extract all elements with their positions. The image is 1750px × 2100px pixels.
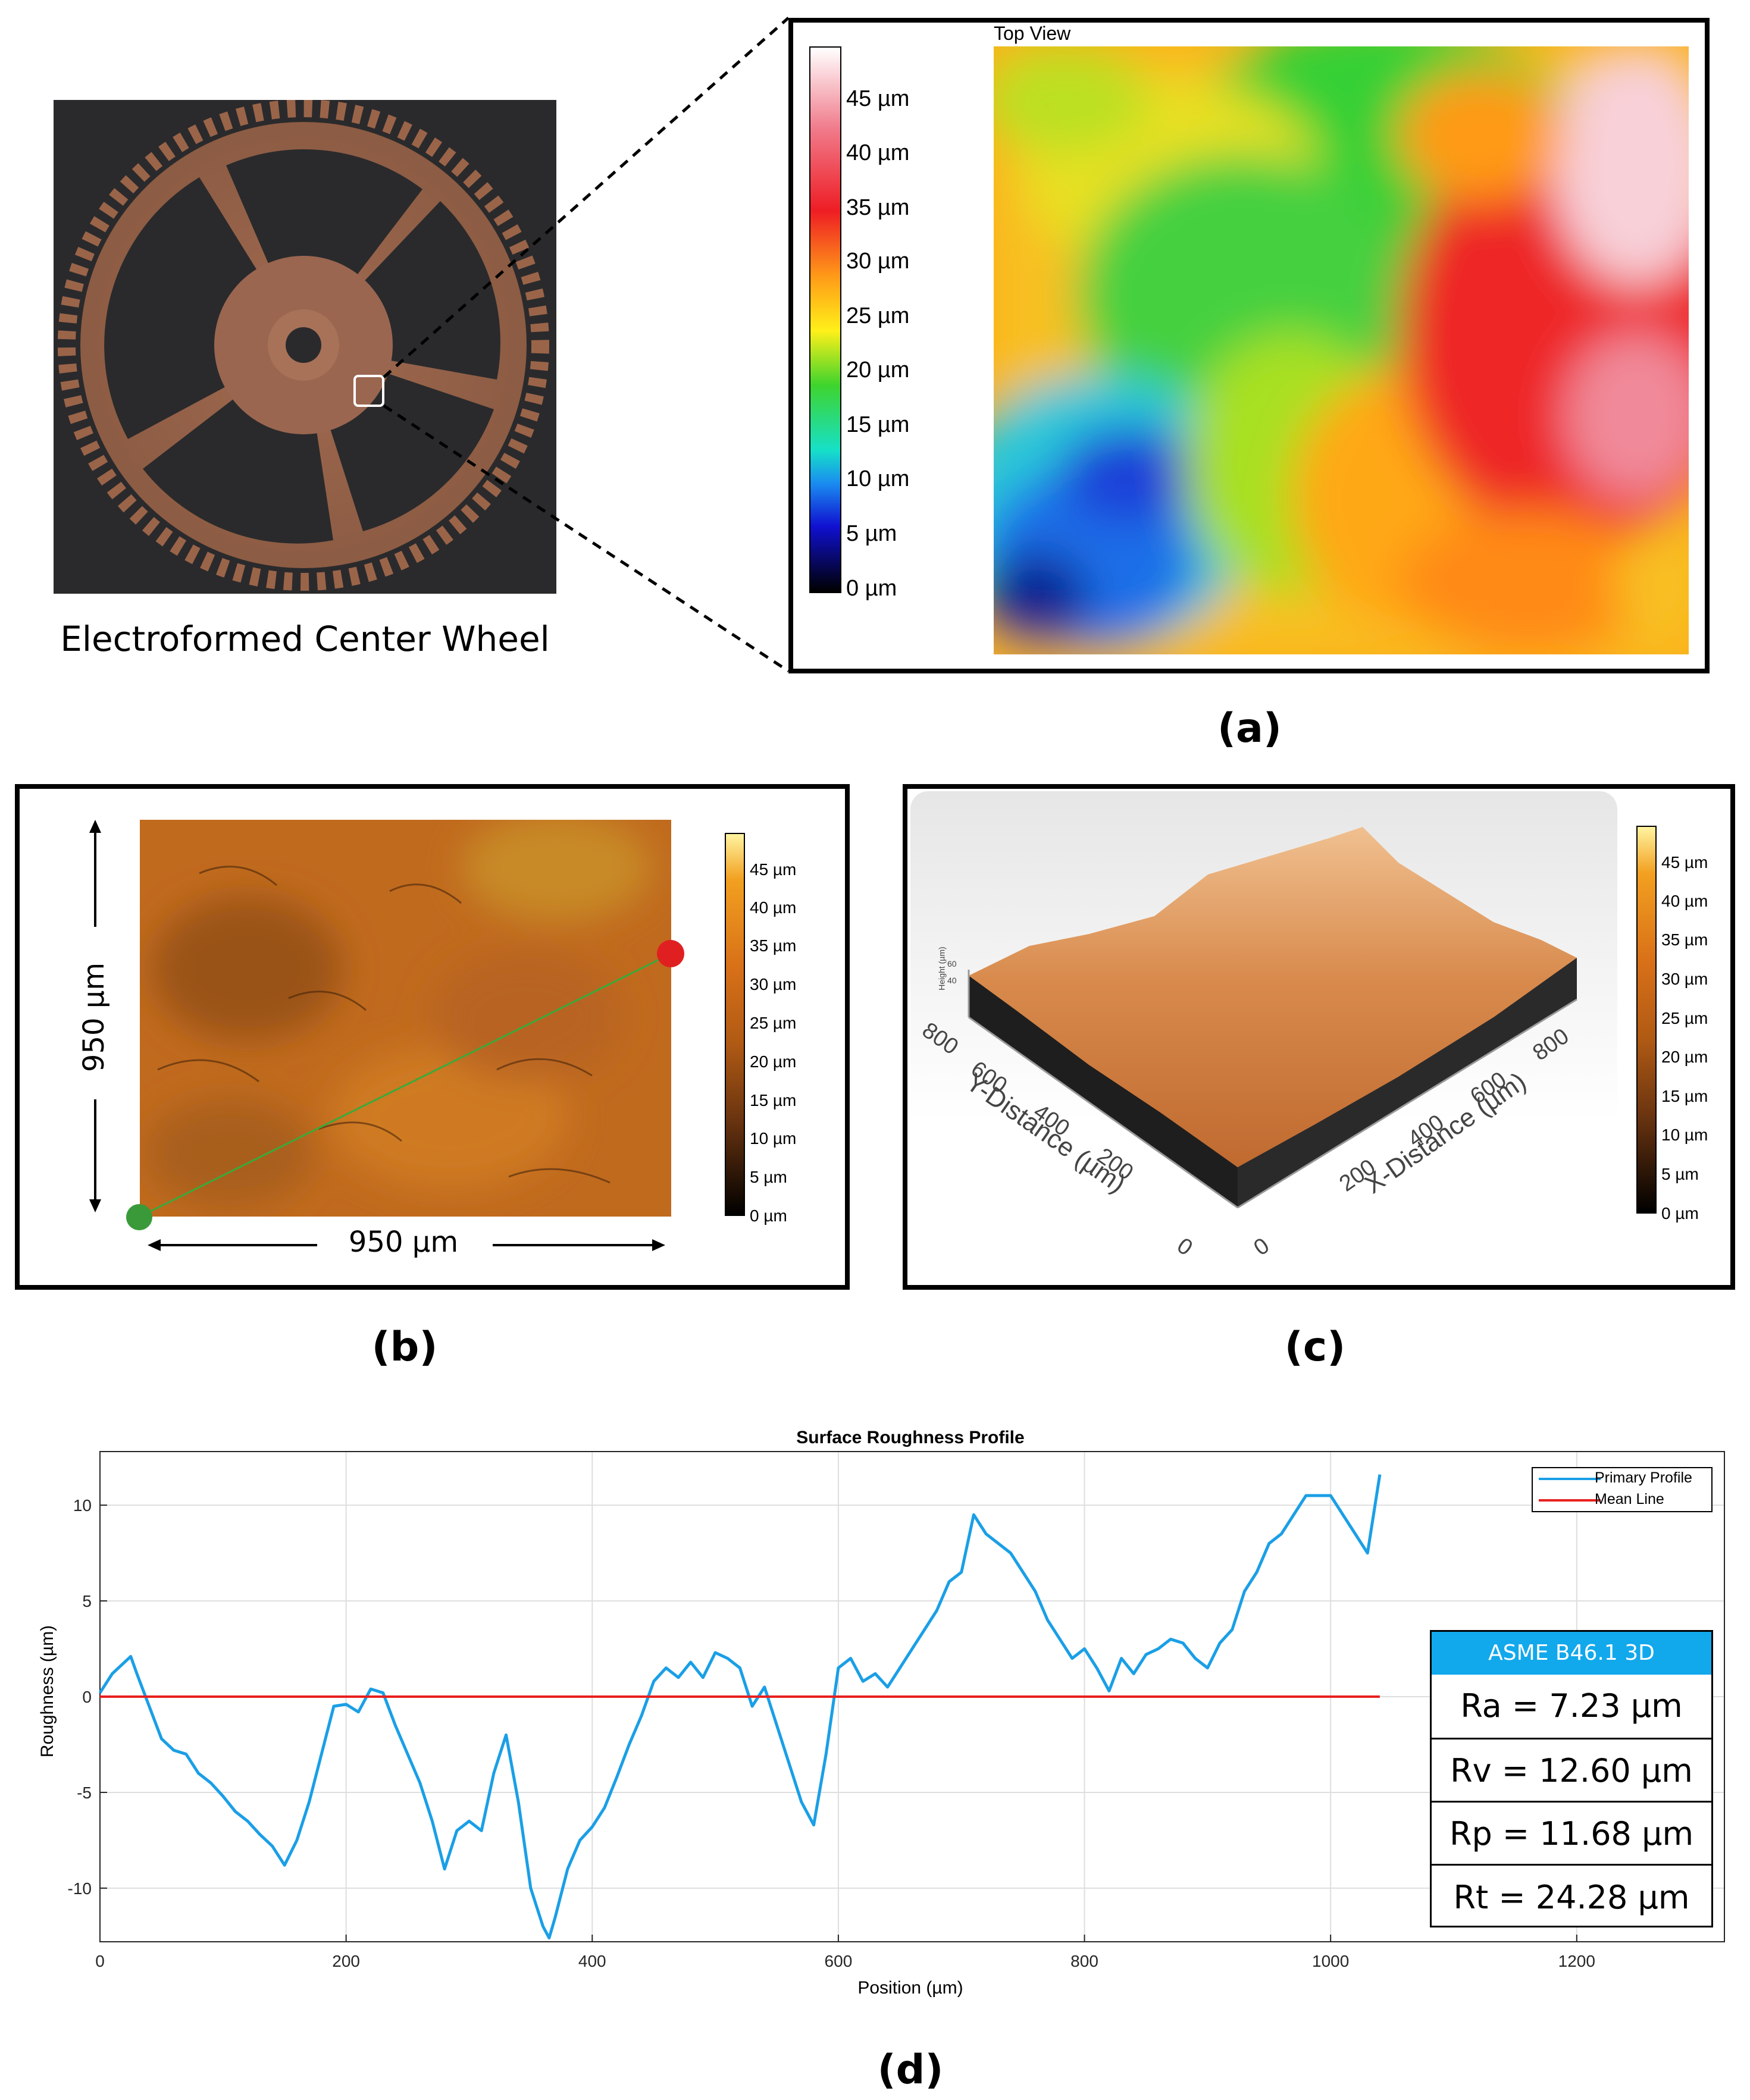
colorbar-tick: 25 µm bbox=[1661, 1009, 1708, 1027]
colorbar-tick: 30 µm bbox=[750, 975, 797, 993]
colorbar-tick: 5 µm bbox=[846, 521, 897, 546]
colorbar-tick: 15 µm bbox=[1661, 1087, 1708, 1105]
top-view-heatmap bbox=[946, 17, 1750, 654]
colorbar-tick: 10 µm bbox=[846, 466, 910, 491]
gear-teeth bbox=[58, 99, 549, 591]
chart-title: Surface Roughness Profile bbox=[796, 1428, 1025, 1447]
colorbar-tick: 35 µm bbox=[846, 195, 910, 220]
colorbar-tick: 20 µm bbox=[846, 358, 910, 383]
profile-line bbox=[139, 952, 672, 1218]
colorbar-tick: 0 µm bbox=[846, 576, 897, 601]
surface-image bbox=[139, 814, 672, 1218]
colorbar-tick: 25 µm bbox=[750, 1014, 797, 1032]
y-tick-label: 5 bbox=[82, 1592, 92, 1610]
vertical-dimension-arrow bbox=[89, 820, 101, 1212]
metrics-header: ASME B46.1 3D bbox=[1432, 1632, 1711, 1675]
surface-top bbox=[969, 827, 1577, 1167]
colorbar-c-ticks: 45 µm 40 µm 35 µm 30 µm 25 µm 20 µm 15 µ… bbox=[1657, 826, 1734, 1223]
colorbar-a-ticks: 45 µm 40 µm 35 µm 30 µm 25 µm 20 µm 15 µ… bbox=[841, 46, 960, 601]
y-tick-label: 10 bbox=[73, 1496, 92, 1515]
chart-ylabel: Roughness (µm) bbox=[37, 1625, 57, 1758]
chart-xlabel: Position (µm) bbox=[857, 1978, 963, 1998]
colorbar-a bbox=[809, 46, 841, 593]
x-tick-label: 1200 bbox=[1558, 1952, 1595, 1970]
top-view-title: Top View bbox=[994, 23, 1071, 44]
surface-cracks bbox=[157, 866, 611, 1184]
panel-c-label: (c) bbox=[1284, 1324, 1346, 1371]
x-tick-label: 0 bbox=[95, 1952, 105, 1970]
gear-caption: Electroformed Center Wheel bbox=[60, 619, 550, 659]
colorbar-tick: 15 µm bbox=[750, 1091, 797, 1109]
colorbar-tick: 25 µm bbox=[846, 303, 910, 328]
z-tick: 60 bbox=[947, 959, 957, 968]
chart-legend: Primary Profile Mean Line bbox=[1532, 1467, 1713, 1512]
primary-profile-line bbox=[98, 1474, 1382, 1940]
y-tick-label: -5 bbox=[77, 1784, 92, 1802]
y-tick-label: -10 bbox=[68, 1879, 92, 1898]
colorbar-b bbox=[725, 833, 745, 1216]
colorbar-tick: 5 µm bbox=[1661, 1165, 1699, 1183]
y-tick-label: 0 bbox=[82, 1688, 92, 1706]
x-tick-label: 800 bbox=[1070, 1952, 1098, 1970]
colorbar-tick: 30 µm bbox=[846, 249, 910, 274]
gear-photo bbox=[54, 99, 556, 594]
colorbar-tick: 5 µm bbox=[750, 1168, 787, 1186]
colorbar-tick: 30 µm bbox=[1661, 970, 1708, 988]
colorbar-tick: 40 µm bbox=[750, 898, 797, 917]
metric-rp: Rp = 11.68 µm bbox=[1432, 1801, 1711, 1864]
colorbar-tick: 0 µm bbox=[750, 1206, 787, 1225]
x-tick-label: 200 bbox=[332, 1952, 360, 1970]
zoom-region-marker bbox=[353, 375, 384, 407]
colorbar-tick: 0 µm bbox=[1661, 1204, 1699, 1223]
colorbar-tick: 35 µm bbox=[750, 936, 797, 955]
colorbar-tick: 45 µm bbox=[846, 86, 910, 111]
legend-mean-swatch bbox=[1539, 1499, 1601, 1502]
metrics-table: ASME B46.1 3D Ra = 7.23 µm Rv = 12.60 µm… bbox=[1430, 1630, 1713, 1927]
surface-wall-left bbox=[969, 976, 1238, 1208]
zoom-connector bbox=[383, 17, 790, 673]
colorbar-c bbox=[1636, 826, 1657, 1214]
x-tick-label: 400 bbox=[578, 1952, 606, 1970]
panel-b-label: (b) bbox=[371, 1324, 438, 1371]
colorbar-tick: 10 µm bbox=[1661, 1126, 1708, 1144]
surface-3d-plot bbox=[968, 827, 1577, 1209]
metric-rv: Rv = 12.60 µm bbox=[1432, 1738, 1711, 1801]
profile-end-point bbox=[657, 940, 684, 967]
horizontal-dimension-label: 950 µm bbox=[348, 1225, 459, 1259]
x-tick-label: 600 bbox=[825, 1952, 853, 1970]
metric-ra: Ra = 7.23 µm bbox=[1460, 1687, 1683, 1725]
panel-a-label: (a) bbox=[1217, 705, 1282, 752]
colorbar-tick: 40 µm bbox=[846, 140, 910, 165]
surface-wall-right bbox=[1238, 958, 1577, 1208]
colorbar-tick: 40 µm bbox=[1661, 892, 1708, 910]
colorbar-tick: 35 µm bbox=[1661, 930, 1708, 949]
legend-primary-swatch bbox=[1539, 1478, 1601, 1480]
panel-d-label: (d) bbox=[877, 2046, 944, 2093]
profile-start-point bbox=[126, 1204, 152, 1230]
colorbar-tick: 15 µm bbox=[846, 412, 910, 437]
colorbar-tick: 20 µm bbox=[1661, 1048, 1708, 1066]
colorbar-b-ticks: 45 µm 40 µm 35 µm 30 µm 25 µm 20 µm 15 µ… bbox=[745, 833, 822, 1225]
colorbar-tick: 45 µm bbox=[750, 860, 797, 879]
colorbar-tick: 20 µm bbox=[750, 1052, 797, 1071]
legend-mean-label: Mean Line bbox=[1595, 1491, 1664, 1507]
colorbar-tick: 45 µm bbox=[1661, 853, 1708, 872]
metric-rt: Rt = 24.28 µm bbox=[1432, 1864, 1711, 1927]
horizontal-dimension-arrow bbox=[148, 1239, 665, 1251]
legend-primary-label: Primary Profile bbox=[1595, 1469, 1692, 1486]
colorbar-tick: 10 µm bbox=[750, 1129, 797, 1148]
x-tick-label: 1000 bbox=[1312, 1952, 1349, 1970]
z-tick: 40 bbox=[947, 976, 957, 985]
